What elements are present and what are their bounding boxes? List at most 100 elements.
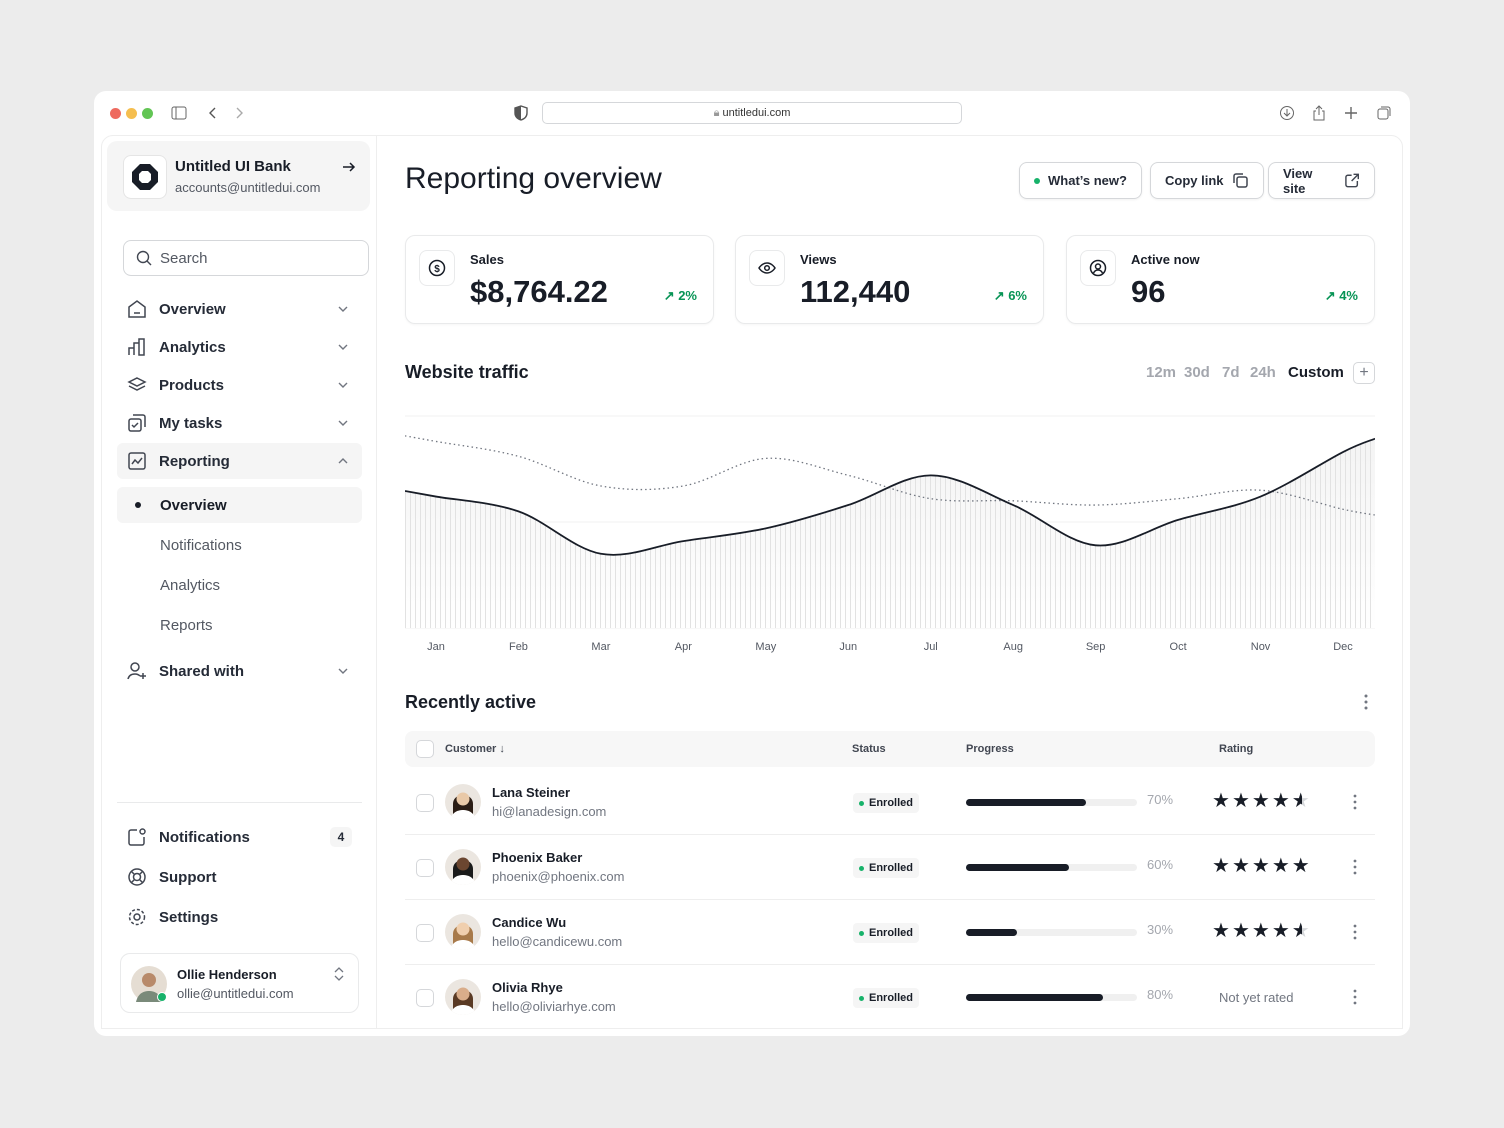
life-buoy-icon [128, 868, 146, 886]
maximize-window-button[interactable] [142, 108, 153, 119]
arrow-right-icon[interactable] [341, 159, 357, 175]
more-vertical-icon[interactable] [1353, 924, 1357, 940]
new-tab-icon[interactable] [1342, 104, 1360, 122]
kpi-label: Views [800, 252, 837, 267]
column-customer[interactable]: Customer ↓ [445, 743, 505, 755]
download-icon[interactable] [1278, 104, 1296, 122]
progress-label: 80% [1147, 987, 1174, 1002]
status-text: Enrolled [869, 797, 914, 809]
kpi-card-sales: $ Sales $8,764.22 ↗ 2% [405, 235, 714, 324]
subnav-reports[interactable]: Reports [117, 607, 362, 643]
status-badge: Enrolled [853, 858, 920, 878]
nav-item-analytics[interactable]: Analytics [117, 329, 362, 365]
share-icon[interactable] [1310, 104, 1328, 122]
nav-item-support[interactable]: Support [117, 859, 362, 895]
nav-item-shared-with[interactable]: Shared with [117, 653, 362, 689]
more-vertical-icon[interactable] [1353, 859, 1357, 875]
range-custom[interactable]: Custom [1288, 364, 1344, 381]
x-tick-label: Sep [1086, 641, 1106, 653]
chevron-down-icon [338, 306, 348, 312]
star-full-icon: ★ [1271, 855, 1292, 877]
star-full-icon: ★ [1231, 790, 1252, 812]
browser-window: 🔒︎ untitledui.com Untitled UI Bank accou… [94, 91, 1410, 1036]
table-row: Candice Wu hello@candicewu.com Enrolled … [405, 900, 1375, 965]
nav-item-my-tasks[interactable]: My tasks [117, 405, 362, 441]
x-tick-label: Jul [924, 641, 938, 653]
add-range-button[interactable]: + [1353, 362, 1375, 384]
nav-item-settings[interactable]: Settings [117, 899, 362, 935]
sidebar: Untitled UI Bank accounts@untitledui.com… [102, 136, 377, 1028]
subnav-analytics[interactable]: Analytics [117, 567, 362, 603]
star-full-icon: ★ [1231, 855, 1252, 877]
x-tick-label: May [755, 641, 776, 653]
search-icon [136, 250, 152, 266]
nav-label: Reporting [159, 452, 230, 470]
button-label: Copy link [1165, 173, 1224, 188]
kpi-label: Active now [1131, 252, 1200, 267]
row-checkbox[interactable] [416, 924, 434, 942]
range-24h[interactable]: 24h [1250, 364, 1276, 381]
star-rating: ★★★★★ [1212, 921, 1312, 941]
account-email: accounts@untitledui.com [175, 180, 321, 195]
back-icon[interactable] [204, 104, 222, 122]
close-window-button[interactable] [110, 108, 121, 119]
more-vertical-icon[interactable] [1363, 693, 1369, 711]
range-30d[interactable]: 30d [1184, 364, 1210, 381]
customer-email: hello@oliviarhye.com [492, 999, 616, 1014]
bell-icon [128, 828, 146, 846]
sidebar-toggle-icon[interactable] [170, 104, 188, 122]
nav-item-overview[interactable]: Overview [117, 291, 362, 327]
search-input[interactable]: Search [123, 240, 369, 276]
nav-label: Overview [159, 300, 226, 318]
nav-item-products[interactable]: Products [117, 367, 362, 403]
star-full-icon: ★ [1231, 920, 1252, 942]
x-tick-label: Mar [591, 641, 610, 653]
forward-icon[interactable] [230, 104, 248, 122]
customer-name: Lana Steiner [492, 785, 571, 800]
more-vertical-icon[interactable] [1353, 989, 1357, 1005]
row-checkbox[interactable] [416, 859, 434, 877]
row-checkbox[interactable] [416, 989, 434, 1007]
kpi-delta: ↗ 4% [1324, 288, 1358, 303]
x-tick-label: Oct [1170, 641, 1187, 653]
status-badge: Enrolled [853, 923, 920, 943]
subnav-notifications[interactable]: Notifications [117, 527, 362, 563]
user-menu[interactable]: Ollie Henderson ollie@untitledui.com [120, 953, 359, 1013]
copy-link-button[interactable]: Copy link [1150, 162, 1264, 199]
nav-item-reporting[interactable]: Reporting [117, 443, 362, 479]
status-text: Enrolled [869, 927, 914, 939]
range-7d[interactable]: 7d [1222, 364, 1240, 381]
website-traffic-chart: Jan Feb Mar Apr May Jun Jul Aug Sep Oct Nov Dec [405, 415, 1375, 653]
status-badge: Enrolled [853, 988, 920, 1008]
account-switcher[interactable]: Untitled UI Bank accounts@untitledui.com [107, 141, 370, 211]
tabs-overview-icon[interactable] [1375, 104, 1393, 122]
row-checkbox[interactable] [416, 794, 434, 812]
avatar [445, 979, 481, 1015]
star-full-icon: ★ [1251, 855, 1272, 877]
shield-icon[interactable] [512, 104, 530, 122]
bar-chart-icon [128, 338, 145, 356]
star-rating: ★★★★★ [1212, 791, 1312, 811]
range-12m[interactable]: 12m [1146, 364, 1177, 381]
nav-item-notifications[interactable]: Notifications 4 [117, 819, 362, 855]
nav-label: My tasks [159, 414, 223, 432]
customer-name: Candice Wu [492, 915, 567, 930]
address-bar[interactable]: 🔒︎ untitledui.com [542, 102, 962, 124]
select-all-checkbox[interactable] [416, 740, 434, 758]
status-dot [1034, 177, 1040, 184]
progress-fill [966, 799, 1086, 806]
table-row: Olivia Rhye hello@oliviarhye.com Enrolle… [405, 965, 1375, 1028]
table-header: Customer ↓ Status Progress Rating [405, 731, 1375, 767]
column-rating: Rating [1219, 743, 1254, 755]
view-site-button[interactable]: View site [1268, 162, 1375, 199]
subnav-overview[interactable]: Overview [117, 487, 362, 523]
whats-new-button[interactable]: What’s new? [1019, 162, 1142, 199]
plus-icon: + [1359, 364, 1369, 381]
minimize-window-button[interactable] [126, 108, 137, 119]
subnav-label: Analytics [160, 576, 221, 594]
more-vertical-icon[interactable] [1353, 794, 1357, 810]
customer-email: hi@lanadesign.com [492, 804, 607, 819]
browser-toolbar: 🔒︎ untitledui.com [94, 91, 1410, 135]
external-link-icon [1344, 173, 1359, 188]
bank-logo [123, 155, 167, 199]
